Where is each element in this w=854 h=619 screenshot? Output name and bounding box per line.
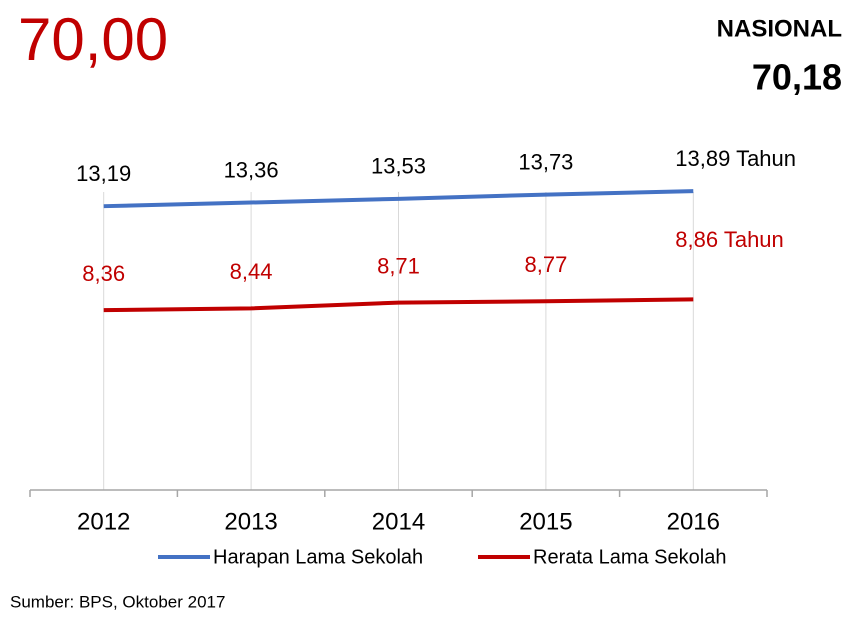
x-tick-label: 2013 (224, 508, 277, 535)
series-line (103, 189, 694, 209)
legend-label: Rerata Lama Sekolah (533, 546, 726, 568)
value-label: 13,73 (518, 149, 573, 174)
value-label: 8,77 (524, 252, 567, 277)
x-tick-label: 2014 (372, 508, 425, 535)
source: Sumber: BPS, Oktober 2017 (10, 592, 225, 611)
value-label: 8,44 (230, 259, 273, 284)
value-label: 13,36 (224, 157, 279, 182)
value-label: 8,36 (82, 261, 125, 286)
x-tick-label: 2015 (519, 508, 572, 535)
headline: 70,00 (18, 6, 168, 73)
value-label: 13,19 (76, 161, 131, 186)
x-tick-label: 2012 (77, 508, 130, 535)
value-label: 13,53 (371, 154, 426, 179)
value-label: 8,71 (377, 253, 420, 278)
x-tick-label: 2016 (667, 508, 720, 535)
national-value: 70,18 (752, 57, 842, 98)
value-label: 8,86 Tahun (675, 227, 783, 252)
value-label: 13,89 Tahun (675, 146, 796, 171)
national-label: NASIONAL (717, 15, 842, 42)
legend-label: Harapan Lama Sekolah (213, 546, 423, 568)
series-line (103, 297, 694, 313)
